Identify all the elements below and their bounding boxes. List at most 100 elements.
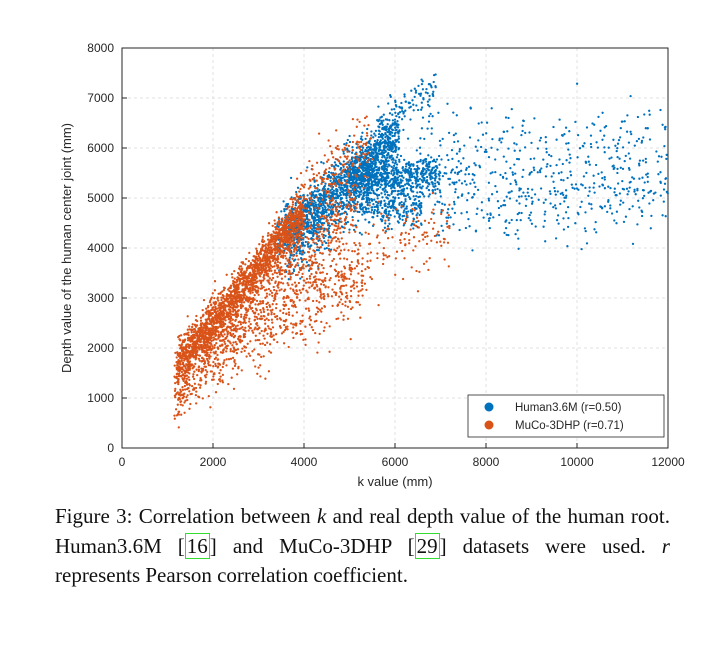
data-point [664, 128, 667, 131]
data-point [382, 214, 385, 217]
data-point [549, 164, 552, 168]
data-point [260, 266, 263, 269]
data-point [649, 189, 653, 193]
data-point [397, 148, 400, 151]
data-point [218, 302, 221, 305]
data-point [311, 202, 314, 205]
data-point [458, 148, 462, 151]
data-point [383, 199, 386, 202]
data-point [381, 153, 384, 157]
data-point [215, 342, 218, 345]
data-point [643, 194, 646, 198]
data-point [369, 191, 372, 195]
data-point [560, 178, 563, 182]
data-point [298, 252, 302, 255]
data-point [365, 165, 368, 168]
data-point [544, 210, 547, 213]
data-point [360, 233, 363, 236]
data-point [446, 211, 449, 214]
data-point [621, 179, 624, 183]
data-point [291, 229, 294, 233]
data-point [380, 183, 383, 187]
data-point [301, 243, 305, 246]
data-point [641, 210, 644, 214]
data-point [595, 141, 598, 144]
data-point [344, 211, 348, 214]
data-point [280, 210, 283, 213]
data-point [329, 206, 332, 209]
data-point [395, 211, 399, 215]
data-point [530, 170, 533, 174]
data-point [313, 211, 316, 215]
data-point [430, 127, 433, 130]
data-point [646, 126, 649, 130]
data-point [275, 242, 278, 246]
data-point [489, 212, 492, 215]
data-point [431, 176, 434, 180]
data-point [381, 137, 384, 140]
data-point [501, 137, 504, 140]
data-point [432, 94, 435, 98]
data-point [425, 175, 429, 179]
data-point [185, 352, 188, 355]
data-point [490, 146, 493, 149]
data-point [618, 136, 622, 139]
data-point [603, 187, 607, 190]
data-point [352, 181, 355, 184]
data-point [379, 142, 383, 145]
data-point [448, 183, 451, 186]
data-point [393, 118, 397, 121]
data-point [527, 216, 530, 220]
data-point [369, 164, 372, 168]
data-point [376, 194, 379, 197]
data-point [439, 171, 442, 175]
data-point [374, 163, 377, 166]
data-point [453, 140, 456, 144]
data-point [319, 221, 322, 224]
data-point [176, 363, 179, 366]
data-point [311, 191, 315, 194]
data-point [362, 173, 365, 176]
data-point [496, 200, 500, 203]
data-point [360, 202, 363, 205]
data-point [373, 158, 376, 161]
data-point [616, 182, 620, 185]
data-point [296, 186, 300, 189]
data-point [428, 94, 431, 98]
data-point [405, 210, 408, 214]
data-point [241, 262, 245, 265]
data-point [364, 218, 367, 221]
data-point [372, 212, 376, 215]
data-point [544, 135, 547, 139]
data-point [637, 162, 641, 165]
data-point [329, 201, 332, 204]
data-point [429, 160, 432, 164]
data-point [353, 159, 356, 163]
data-point [430, 168, 433, 172]
data-point [503, 204, 507, 207]
data-point [266, 238, 270, 241]
data-point [246, 267, 249, 270]
data-point [403, 183, 407, 186]
data-point [619, 126, 622, 130]
data-point [258, 243, 261, 246]
data-point [274, 225, 277, 229]
data-point [271, 238, 274, 241]
data-point [434, 84, 437, 88]
data-point [394, 189, 397, 193]
data-point [575, 187, 579, 190]
data-point [291, 223, 295, 226]
data-point [327, 227, 331, 230]
data-point [592, 174, 595, 177]
data-point [385, 134, 389, 138]
data-point [357, 185, 361, 188]
data-point [590, 203, 593, 206]
data-point [458, 150, 461, 153]
data-point [191, 375, 195, 378]
data-point [313, 195, 317, 198]
data-point [407, 183, 410, 186]
data-point [393, 162, 396, 165]
data-point [494, 170, 497, 174]
data-point [465, 167, 468, 170]
data-point [628, 168, 631, 171]
